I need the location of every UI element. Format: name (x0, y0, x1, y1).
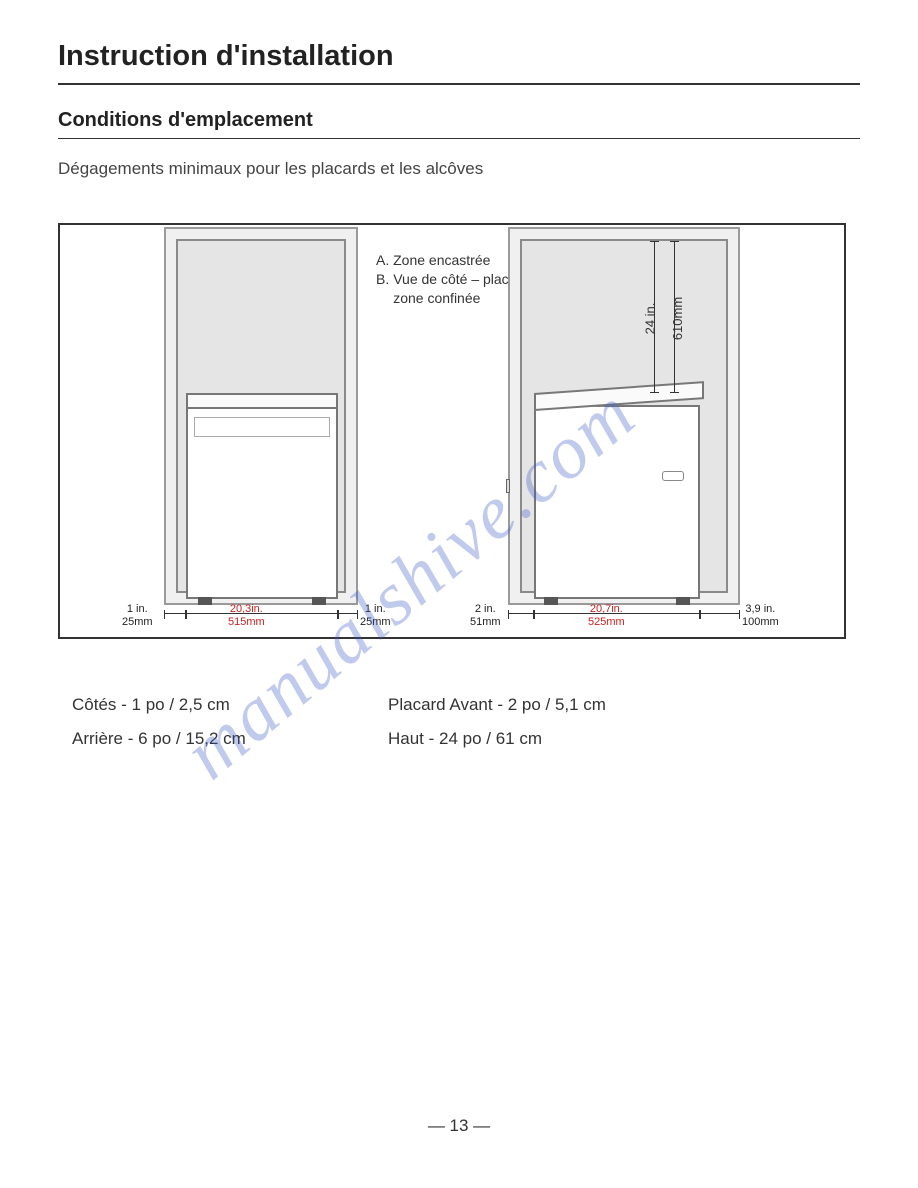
dim-text-inch: 20,7in. (590, 603, 623, 615)
dim-side-left: 2 in. 51mm (470, 603, 501, 628)
dim-side-left-line (508, 613, 534, 614)
washer-foot (544, 597, 558, 605)
dim-front-left-line (164, 613, 186, 614)
dim-text-mm: 100mm (742, 616, 779, 628)
dim-front-right: 1 in. 25mm (360, 603, 391, 628)
washer-front-panel (194, 417, 330, 437)
dim-side-width: 20,7in. 525mm (588, 603, 625, 628)
dim-front-left: 1 in. 25mm (122, 603, 153, 628)
dim-text-mm: 51mm (470, 616, 501, 628)
washer-foot (676, 597, 690, 605)
dim-text-inch: 1 in. (127, 603, 148, 615)
section-subtitle: Conditions d'emplacement (58, 109, 860, 139)
intro-text: Dégagements minimaux pour les placards e… (58, 159, 860, 179)
dim-front-width: 20,3in. 515mm (228, 603, 265, 628)
washer-side-handle (662, 471, 684, 481)
dim-text-inch: 3,9 in. (745, 603, 775, 615)
clearance-sides: Côtés - 1 po / 2,5 cm (72, 695, 388, 715)
clearance-top: Haut - 24 po / 61 cm (388, 729, 860, 749)
dim-text-inch: 2 in. (475, 603, 496, 615)
legend-b-label: B. (376, 270, 393, 308)
washer-side (534, 405, 700, 599)
washer-front (186, 393, 338, 599)
dim-side-right: 3,9 in. 100mm (742, 603, 779, 628)
dim-height-inch: 24 in. (642, 303, 657, 335)
clearances-list: Côtés - 1 po / 2,5 cm Arrière - 6 po / 1… (58, 695, 860, 763)
washer-foot (198, 597, 212, 605)
dim-text-mm: 25mm (360, 616, 391, 628)
dim-front-right-line (338, 613, 358, 614)
dim-text-inch: 20,3in. (230, 603, 263, 615)
page-title: Instruction d'installation (58, 40, 860, 85)
legend-a-text: Zone encastrée (393, 252, 490, 268)
dim-height-mm: 610mm (670, 297, 685, 340)
washer-foot (312, 597, 326, 605)
dim-text-mm: 515mm (228, 616, 265, 628)
dim-text-mm: 25mm (122, 616, 153, 628)
door-hinge (506, 479, 510, 493)
clearance-rear: Arrière - 6 po / 15,2 cm (72, 729, 388, 749)
legend-a-label: A. (376, 252, 389, 268)
washer-front-lid (186, 393, 338, 409)
dim-side-right-line (700, 613, 740, 614)
dim-text-mm: 525mm (588, 616, 625, 628)
dim-text-inch: 1 in. (365, 603, 386, 615)
diagram-container: A. Zone encastrée B. Vue de côté – placa… (58, 223, 846, 639)
page-number: — 13 — (0, 1116, 918, 1136)
clearance-front: Placard Avant - 2 po / 5,1 cm (388, 695, 860, 715)
